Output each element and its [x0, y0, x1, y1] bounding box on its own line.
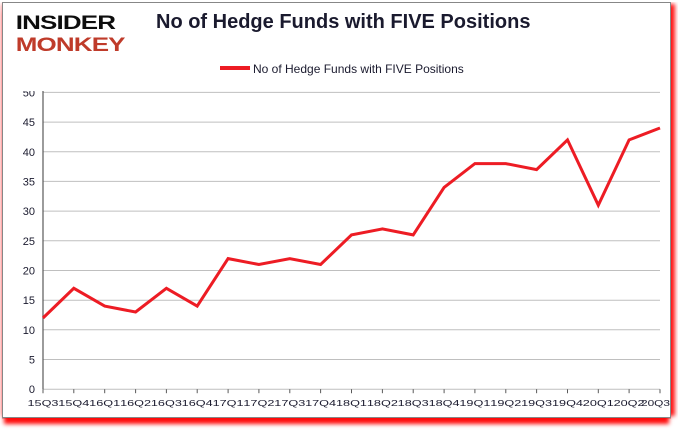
svg-text:19Q4: 19Q4: [552, 398, 583, 408]
svg-text:19Q2: 19Q2: [490, 398, 521, 408]
svg-text:18Q2: 18Q2: [367, 398, 398, 408]
svg-text:19Q3: 19Q3: [521, 398, 552, 408]
svg-text:15Q4: 15Q4: [58, 398, 89, 408]
svg-text:INSIDER: INSIDER: [16, 11, 117, 33]
svg-text:18Q3: 18Q3: [398, 398, 429, 408]
svg-text:17Q3: 17Q3: [274, 398, 305, 408]
svg-text:16Q2: 16Q2: [120, 398, 151, 408]
svg-text:30: 30: [23, 206, 35, 218]
svg-text:20Q1: 20Q1: [583, 398, 614, 408]
svg-text:18Q4: 18Q4: [429, 398, 460, 408]
svg-text:0: 0: [29, 384, 35, 396]
svg-text:17Q4: 17Q4: [305, 398, 336, 408]
svg-text:17Q1: 17Q1: [213, 398, 244, 408]
svg-text:19Q1: 19Q1: [459, 398, 490, 408]
svg-text:50: 50: [23, 91, 35, 99]
svg-text:25: 25: [23, 236, 35, 248]
svg-text:10: 10: [23, 325, 35, 337]
svg-text:20: 20: [23, 266, 35, 278]
svg-text:16Q1: 16Q1: [89, 398, 120, 408]
svg-text:17Q2: 17Q2: [243, 398, 274, 408]
svg-text:35: 35: [23, 176, 35, 188]
svg-text:15Q3: 15Q3: [28, 398, 59, 408]
svg-text:20Q3: 20Q3: [641, 398, 670, 408]
svg-text:15: 15: [23, 295, 35, 307]
svg-text:16Q4: 16Q4: [182, 398, 213, 408]
svg-text:MONKEY: MONKEY: [16, 33, 125, 55]
svg-text:18Q1: 18Q1: [336, 398, 367, 408]
svg-text:45: 45: [23, 117, 35, 129]
svg-text:16Q3: 16Q3: [151, 398, 182, 408]
svg-text:5: 5: [29, 355, 35, 367]
svg-text:40: 40: [23, 147, 35, 159]
